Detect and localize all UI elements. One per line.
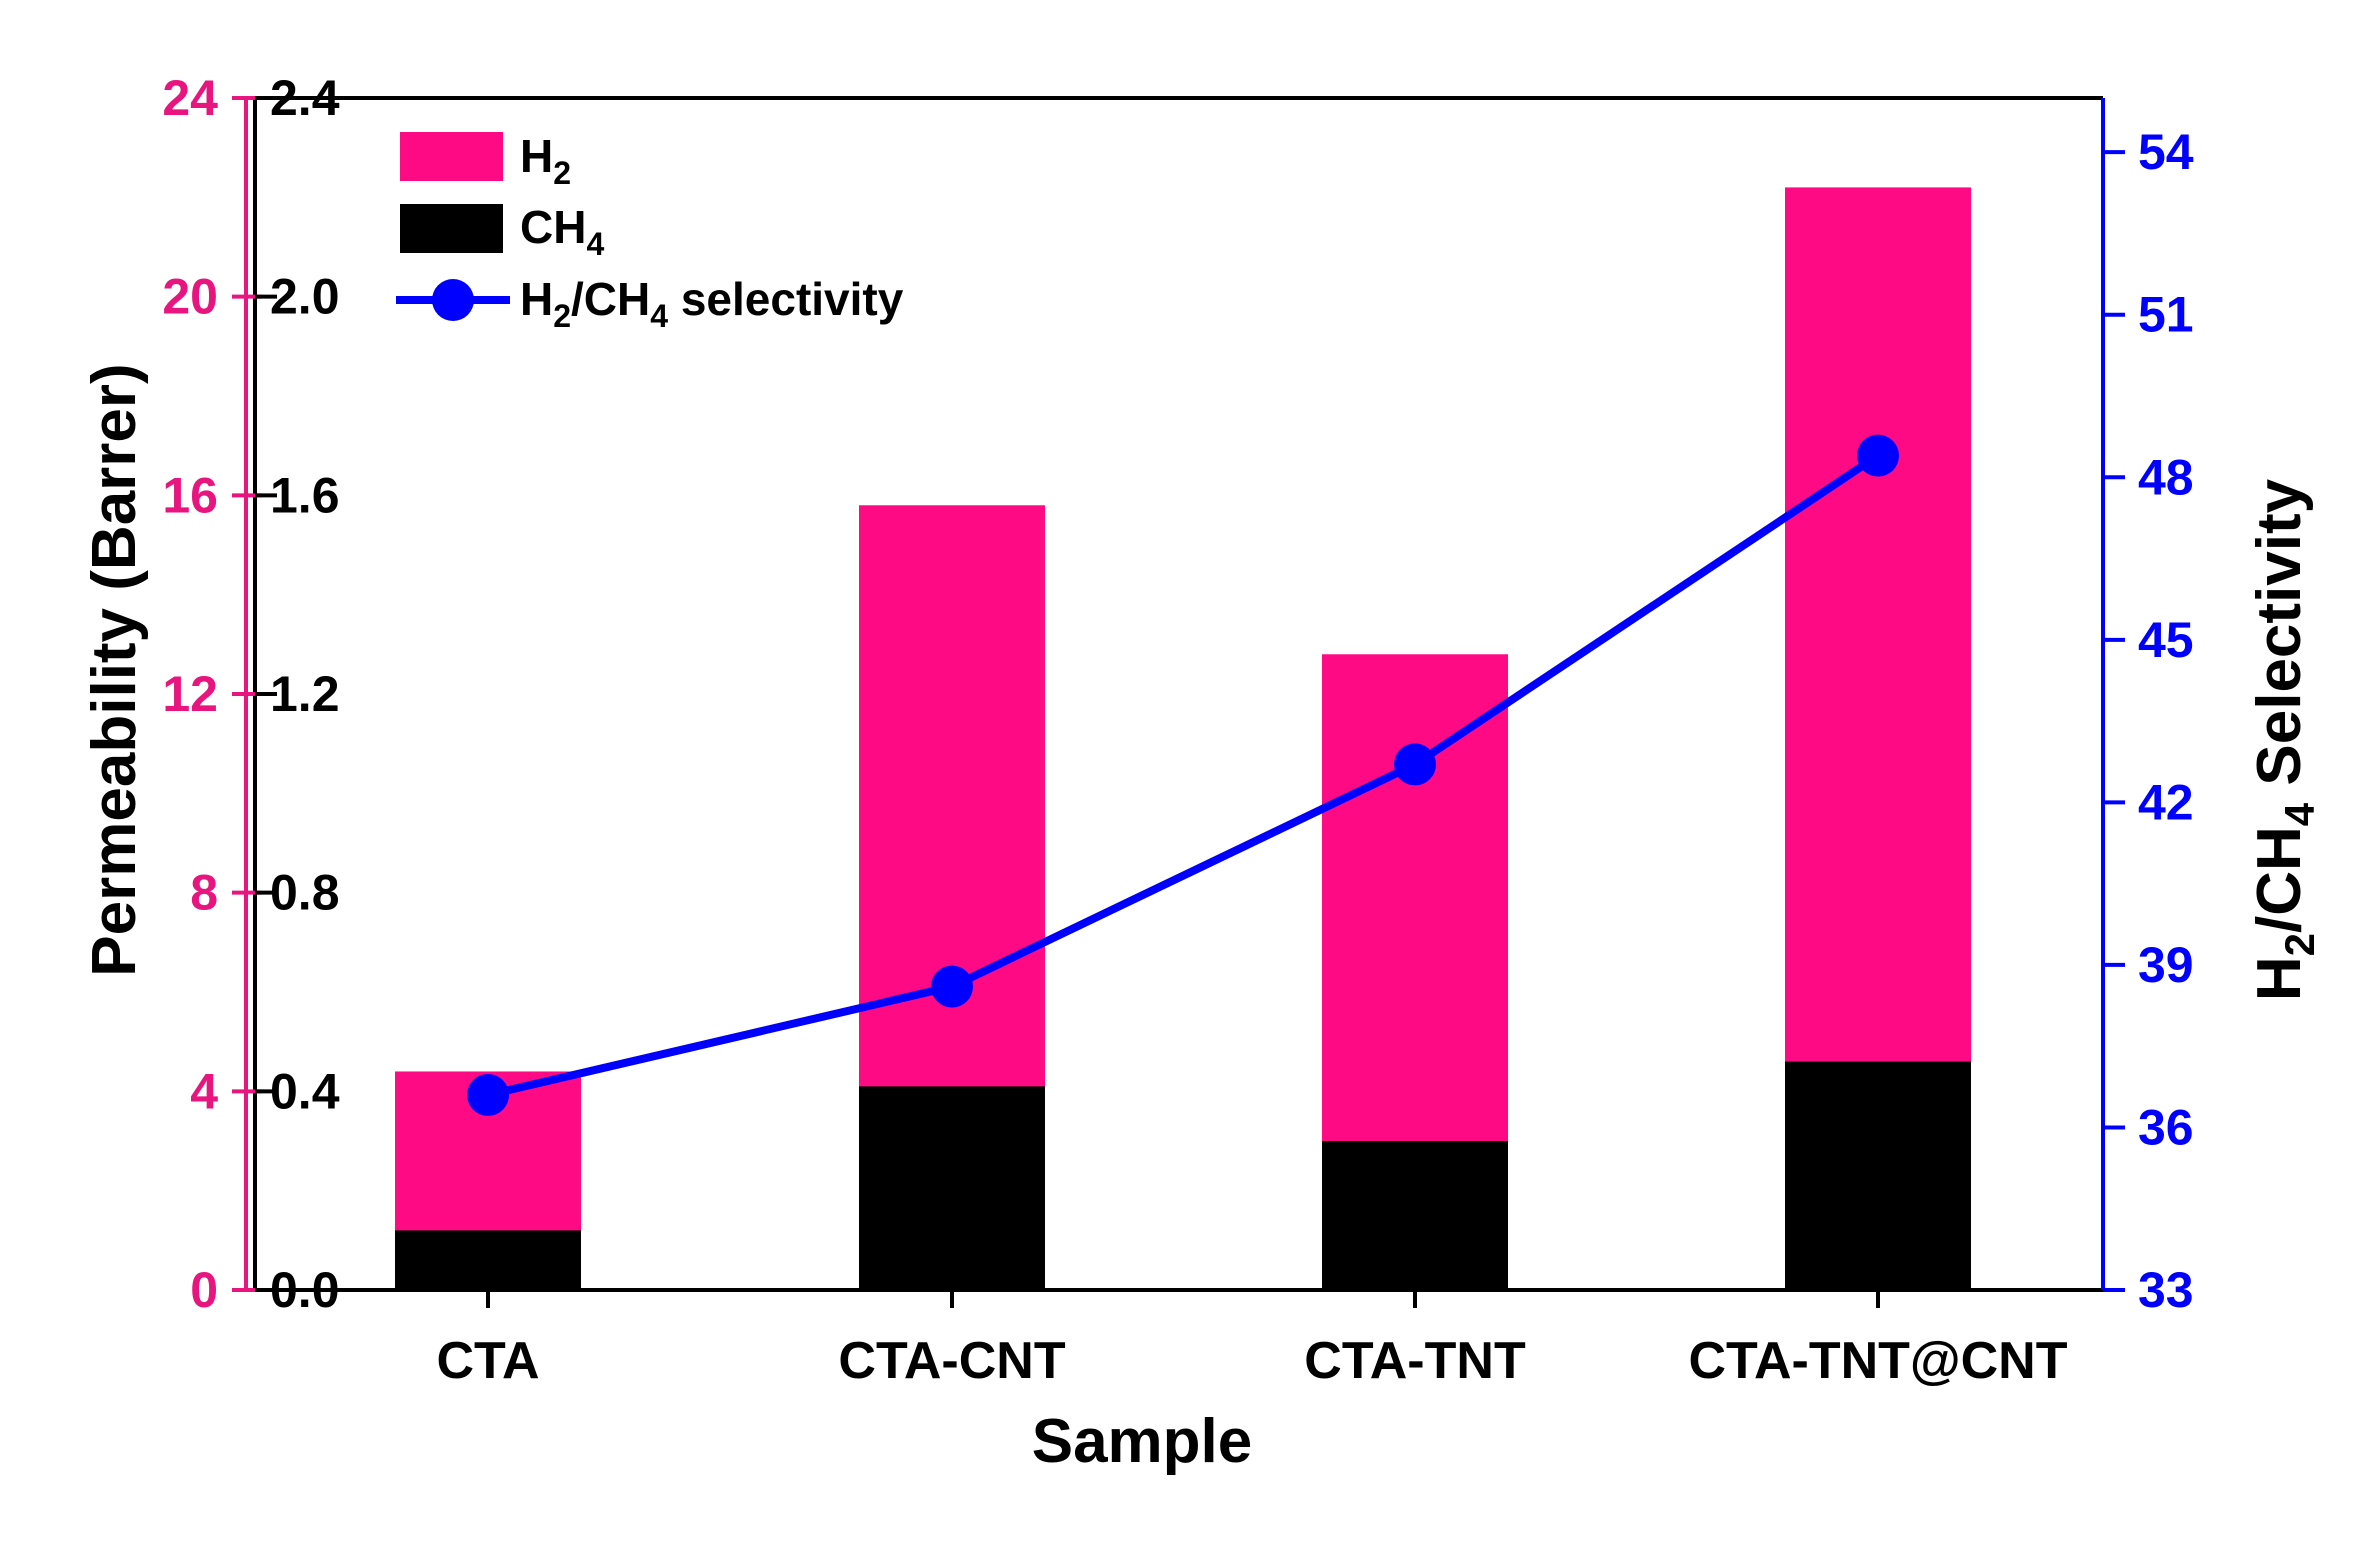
pink-tick-label-8: 8 — [190, 865, 218, 921]
legend-ch4-main: CH — [520, 201, 586, 253]
legend-sel-b: 2 — [553, 298, 571, 334]
legend-h2-swatch — [400, 132, 503, 181]
black-tick-label-1.2: 1.2 — [270, 666, 340, 722]
black-tick-label-2.0: 2.0 — [270, 269, 340, 325]
blue-tick-label-33: 33 — [2138, 1262, 2194, 1318]
x-tick-label-cta-cnt: CTA-CNT — [838, 1332, 1065, 1390]
legend-sel-c: /CH — [571, 273, 650, 325]
bar-ch4-cta — [395, 1230, 581, 1290]
blue-tick-label-54: 54 — [2138, 124, 2194, 180]
selectivity-line — [487, 452, 1881, 1099]
bar-layer — [395, 187, 1971, 1290]
legend: H2 CH4 H2/CH4 selectivity — [396, 130, 904, 334]
pink-tick-label-0: 0 — [190, 1262, 218, 1318]
pink-tick-label-20: 20 — [162, 269, 218, 325]
right-axis-title: H2/CH4 Selectivity — [2245, 478, 2323, 1001]
x-tick-label-cta-tnt: CTA-TNT — [1304, 1332, 1526, 1390]
left-axis-title: Permeability (Barrer) — [80, 363, 149, 976]
black-tick-label-1.6: 1.6 — [270, 467, 340, 523]
bar-ch4-cta-tnt — [1322, 1141, 1508, 1290]
blue-tick-label-45: 45 — [2138, 612, 2194, 668]
legend-h2-sub: 2 — [553, 155, 571, 191]
x-tick-label-cta-tnt-cnt: CTA-TNT@CNT — [1689, 1332, 2068, 1390]
legend-sel-a: H — [520, 273, 553, 325]
right-title-part-h: H — [2245, 956, 2314, 1001]
selectivity-point-cta-cnt — [931, 965, 973, 1008]
x-tick-layer: CTA CTA-CNT CTA-TNT CTA-TNT@CNT — [436, 1290, 2068, 1390]
blue-tick-label-36: 36 — [2138, 1099, 2194, 1155]
black-tick-label-2.4: 2.4 — [270, 70, 340, 126]
blue-tick-label-51: 51 — [2138, 287, 2194, 343]
pink-tick-label-24: 24 — [162, 70, 218, 126]
selectivity-point-cta-tnt — [1394, 743, 1436, 786]
x-tick-label-cta: CTA — [436, 1332, 539, 1390]
right-title-part-selectivity: Selectivity — [2245, 478, 2314, 802]
black-tick-label-0.4: 0.4 — [270, 1063, 340, 1119]
right-title-part-ch: /CH — [2245, 826, 2314, 933]
bar-ch4-cta-cnt — [859, 1086, 1045, 1290]
blue-tick-label-42: 42 — [2138, 774, 2194, 830]
black-tick-label-0.0: 0.0 — [270, 1262, 340, 1318]
pink-tick-label-4: 4 — [190, 1063, 218, 1119]
legend-ch4-swatch — [400, 204, 503, 253]
bar-ch4-cta-tnt-cnt — [1785, 1061, 1971, 1290]
legend-selectivity-label: H2/CH4 selectivity — [520, 273, 904, 334]
legend-h2-label: H2 — [520, 130, 571, 191]
selectivity-line-layer — [467, 434, 1899, 1116]
selectivity-point-cta-tnt-cnt — [1857, 434, 1899, 477]
blue-tick-label-39: 39 — [2138, 937, 2194, 993]
legend-sel-e: selectivity — [668, 273, 904, 325]
x-axis-title: Sample — [1032, 1407, 1253, 1476]
right-title-sub-4: 4 — [2276, 802, 2323, 826]
legend-ch4-label: CH4 — [520, 201, 604, 262]
selectivity-point-cta — [467, 1073, 509, 1116]
black-tick-label-0.8: 0.8 — [270, 865, 340, 921]
legend-ch4-sub: 4 — [586, 226, 604, 262]
blue-tick-label-48: 48 — [2138, 449, 2194, 505]
inner-left-tick-layer: 0.0 0.4 0.8 1.2 1.6 2.0 2.4 — [255, 70, 340, 1318]
pink-tick-label-16: 16 — [162, 467, 218, 523]
right-tick-layer: 33 36 39 42 45 48 51 54 — [2103, 124, 2194, 1318]
legend-selectivity-marker — [432, 279, 474, 321]
pink-tick-label-12: 12 — [162, 666, 218, 722]
legend-sel-d: 4 — [650, 298, 668, 334]
right-title-sub-2: 2 — [2276, 933, 2323, 956]
legend-h2-main: H — [520, 130, 553, 182]
